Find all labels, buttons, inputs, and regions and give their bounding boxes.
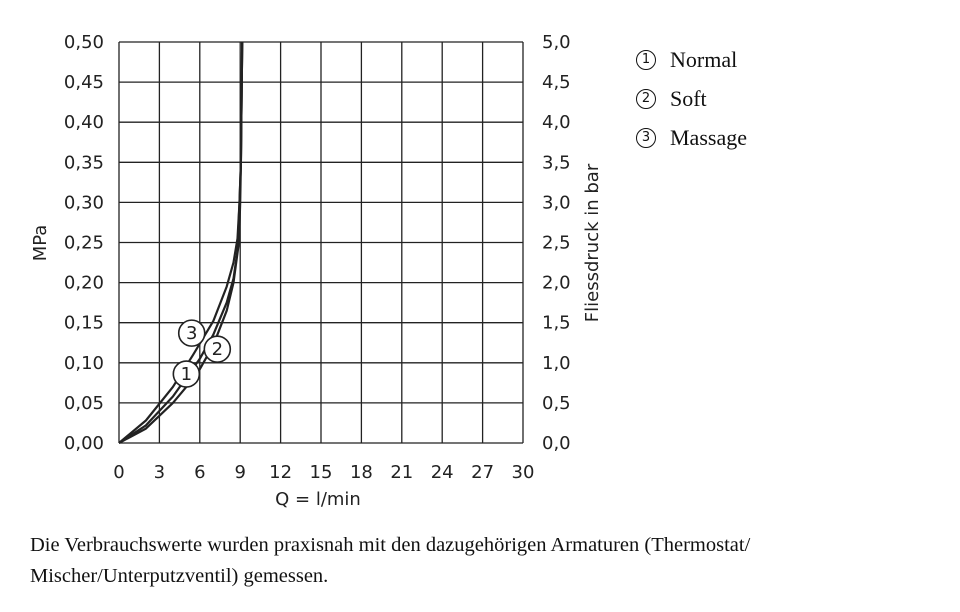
caption: Die Verbrauchswerte wurden praxisnah mit… <box>30 534 751 587</box>
y-tick-label-right: 4,0 <box>542 112 571 133</box>
y-tick-label-right: 5,0 <box>542 32 571 53</box>
legend-marker: 1 <box>636 49 656 70</box>
y-tick-label-right: 1,0 <box>542 353 571 374</box>
legend-marker: 3 <box>636 127 656 148</box>
x-tick-label: 30 <box>512 462 535 483</box>
legend-item-massage: 3 Massage <box>636 118 747 157</box>
y-tick-label-right: 2,5 <box>542 233 571 254</box>
y-tick-label-left: 0,05 <box>64 393 104 414</box>
x-tick-label: 12 <box>269 462 292 483</box>
y-tick-label-left: 0,40 <box>64 112 104 133</box>
y-axis-left-title: MPa <box>30 225 51 262</box>
x-axis-title: Q = l/min <box>275 489 361 510</box>
x-tick-label: 3 <box>154 462 165 483</box>
x-tick-label: 9 <box>234 462 245 483</box>
x-axis-ticks: 0 3 6 9 12 15 18 21 24 27 30 <box>113 462 534 483</box>
y-tick-label-right: 3,0 <box>542 192 571 213</box>
y-tick-label-left: 0,45 <box>64 72 104 93</box>
y-axis-right-ticks: 0,0 0,5 1,0 1,5 2,0 2,5 3,0 3,5 4,0 4,5 5,0 <box>542 32 571 454</box>
legend-label: Normal <box>670 46 738 72</box>
y-tick-label-left: 0,30 <box>64 192 104 213</box>
y-tick-label-left: 0,35 <box>64 152 104 173</box>
y-tick-label-right: 4,5 <box>542 72 571 93</box>
legend-label: Massage <box>670 124 747 150</box>
legend-label: Soft <box>670 85 707 111</box>
y-tick-label-left: 0,15 <box>64 313 104 334</box>
legend-item-soft: 2 Soft <box>636 79 747 118</box>
y-tick-label-left: 0,00 <box>64 433 104 454</box>
y-axis-right-title: Fliessdruck in bar <box>582 163 603 322</box>
curve-marker-label: 2 <box>212 339 223 360</box>
y-tick-label-right: 0,5 <box>542 393 571 414</box>
curve-marker-circle <box>203 335 232 363</box>
curve-marker-circle <box>177 319 206 347</box>
legend-item-normal: 1 Normal <box>636 40 747 79</box>
y-tick-label-right: 1,5 <box>542 313 571 334</box>
x-tick-label: 18 <box>350 462 373 483</box>
curve-marker-label: 1 <box>181 364 192 385</box>
x-tick-label: 24 <box>431 462 454 483</box>
y-tick-label-right: 0,0 <box>542 433 571 454</box>
chart-curves <box>118 41 244 444</box>
y-axis-left-ticks: 0,00 0,05 0,10 0,15 0,20 0,25 0,30 0,35 0,40 0,45… <box>64 32 104 454</box>
legend: 1 Normal 2 Soft 3 Massage <box>636 40 747 157</box>
x-tick-label: 27 <box>471 462 494 483</box>
y-tick-label-left: 0,25 <box>64 233 104 254</box>
curve-marker-circle <box>172 360 201 388</box>
x-tick-label: 6 <box>194 462 205 483</box>
legend-marker: 2 <box>636 88 656 109</box>
x-tick-label: 21 <box>390 462 413 483</box>
x-tick-label: 15 <box>310 462 333 483</box>
series-line-massage <box>118 41 244 444</box>
chart-grid <box>118 41 524 444</box>
y-tick-label-left: 0,20 <box>64 273 104 294</box>
curve-marker-label: 3 <box>186 323 197 344</box>
x-tick-label: 0 <box>113 462 124 483</box>
y-tick-label-right: 2,0 <box>542 273 571 294</box>
y-tick-label-left: 0,10 <box>64 353 104 374</box>
y-tick-label-left: 0,50 <box>64 32 104 53</box>
y-tick-label-right: 3,5 <box>542 152 571 173</box>
chart-curve-labels: 123 <box>172 319 232 388</box>
